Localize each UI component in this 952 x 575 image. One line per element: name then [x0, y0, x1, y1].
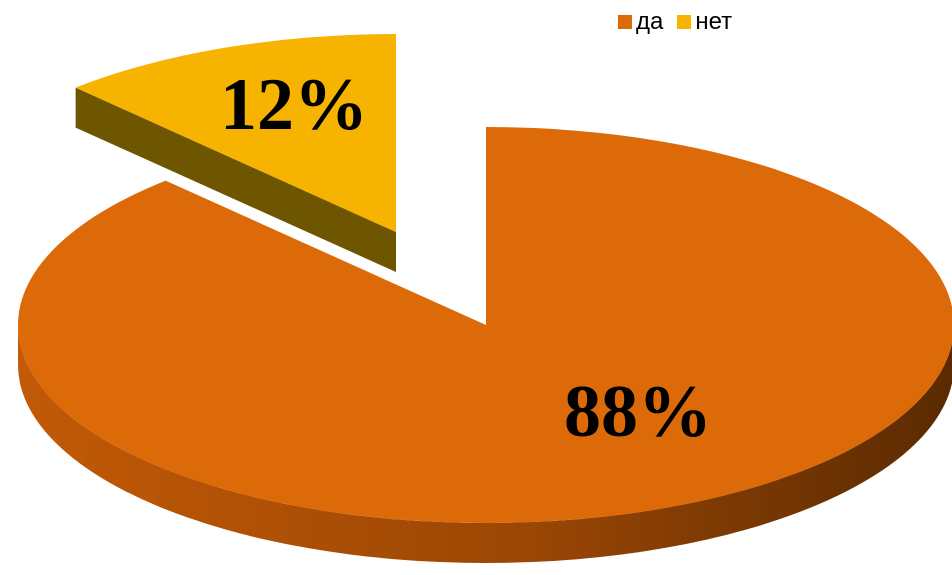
legend-swatch-net — [677, 15, 692, 29]
legend-item-da: да — [618, 8, 663, 36]
pie-slices — [18, 34, 952, 563]
legend-label-net: нет — [695, 8, 733, 35]
legend-item-net: нет — [677, 8, 732, 36]
legend-swatch-da — [618, 15, 632, 29]
data-label-net: 12% — [220, 64, 368, 146]
legend-label-da: да — [636, 8, 664, 35]
data-label-da: 88% — [564, 371, 712, 453]
chart-legend: да нет — [618, 8, 746, 36]
slice-net — [75, 34, 396, 232]
pie-data-labels: 88% 12% — [220, 64, 712, 453]
slice-da — [18, 127, 952, 523]
slice-side-da — [18, 325, 952, 563]
slice-side-net — [75, 87, 396, 272]
